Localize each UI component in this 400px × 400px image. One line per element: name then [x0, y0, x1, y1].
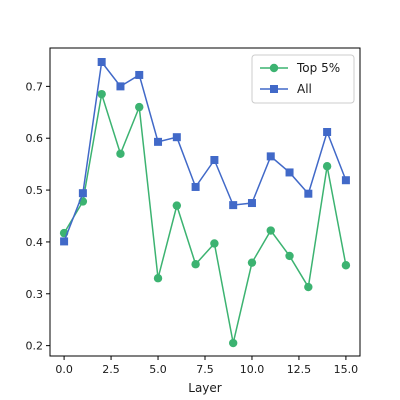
data-point	[97, 89, 106, 99]
y-tick-label: 0.3	[26, 288, 44, 301]
data-point	[285, 168, 294, 177]
legend-label: Top 5%	[296, 61, 340, 75]
data-point	[116, 149, 125, 158]
data-point	[210, 156, 219, 164]
legend-item: All	[260, 82, 312, 96]
y-tick-label: 0.2	[26, 340, 44, 353]
data-point	[97, 58, 106, 66]
series-layer	[59, 58, 351, 348]
data-point	[304, 189, 313, 198]
data-point	[135, 70, 144, 79]
data-point	[210, 239, 219, 248]
series-top-5	[59, 89, 351, 348]
legend-marker	[270, 85, 278, 93]
legend-marker	[269, 63, 279, 73]
y-axis: 0.2 0.3 0.4 0.5 0.6 0.7	[26, 80, 50, 353]
x-tick-label: 2.5	[102, 363, 120, 376]
data-point	[172, 201, 182, 210]
x-tick-label: 10.0	[240, 363, 265, 376]
data-point	[247, 258, 257, 267]
legend: Top 5% All	[251, 54, 355, 104]
series-line	[63, 93, 347, 344]
legend-label: All	[297, 82, 312, 96]
series-line	[63, 60, 347, 242]
x-tick-label: 7.5	[196, 363, 214, 376]
data-point	[266, 226, 275, 235]
y-tick-label: 0.6	[26, 132, 44, 145]
x-axis: 0.0 2.5 5.0 7.5 10.0 12.5 15.0	[55, 356, 358, 376]
data-point	[323, 128, 332, 136]
data-point	[341, 261, 351, 270]
data-point	[341, 176, 350, 185]
data-point	[60, 237, 69, 246]
data-point	[191, 260, 200, 269]
data-point	[322, 162, 332, 171]
x-tick-label: 12.5	[287, 363, 312, 376]
series-all	[60, 58, 350, 246]
data-point	[154, 137, 163, 146]
y-tick-label: 0.4	[26, 236, 44, 249]
data-point	[266, 152, 275, 161]
data-point	[153, 274, 163, 283]
y-tick-label: 0.7	[26, 80, 44, 93]
x-tick-label: 5.0	[149, 363, 167, 376]
data-point	[247, 199, 256, 208]
data-point	[116, 82, 125, 91]
x-axis-title: Layer	[188, 381, 222, 395]
data-point	[304, 282, 313, 292]
y-tick-label: 0.5	[26, 184, 44, 197]
legend-item: Top 5%	[260, 61, 340, 75]
x-tick-label: 15.0	[334, 363, 359, 376]
data-point	[172, 133, 181, 142]
data-point	[229, 201, 238, 210]
x-tick-label: 0.0	[55, 363, 73, 376]
data-point	[285, 251, 294, 261]
data-point	[228, 338, 238, 348]
data-point	[135, 102, 144, 112]
data-point	[191, 182, 200, 191]
data-point	[78, 189, 87, 198]
